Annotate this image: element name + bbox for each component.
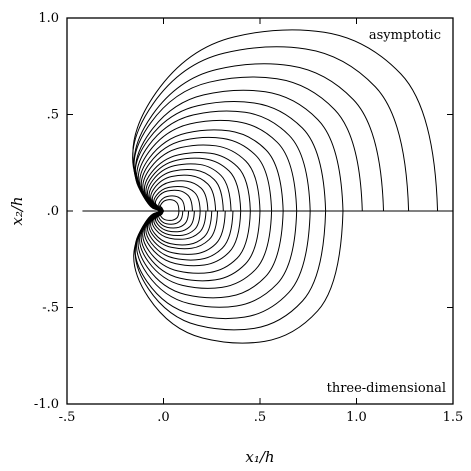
annotation-asymptotic: asymptotic: [369, 28, 441, 43]
asymptotic-contour-2: [158, 195, 186, 212]
asymptotic-contour-15: [136, 110, 311, 212]
x-tick-label-2: .5: [254, 410, 266, 425]
three-dimensional-contour-7: [150, 210, 213, 246]
three-dimensional-contour-18: [134, 210, 327, 331]
x-tick-label-1: .0: [157, 410, 169, 425]
asymptotic-contour-13: [139, 129, 284, 212]
x-tick-label-3: 1.0: [346, 410, 367, 425]
y-axis-label: x₂/h: [8, 196, 26, 225]
three-dimensional-contour-3: [156, 210, 190, 229]
asymptotic-contour-16: [134, 101, 327, 212]
asymptotic-contour-1: [159, 199, 180, 212]
asymptotic-contour-8: [146, 163, 232, 212]
asymptotic-contour-9: [145, 157, 242, 212]
y-tick-label-4: 1.0: [38, 11, 59, 26]
three-dimensional-contour-16: [136, 210, 298, 308]
asymptotic-contour-21: [132, 29, 439, 212]
contour-lines: [132, 29, 439, 344]
x-axis-label: x₁/h: [245, 448, 274, 466]
x-tick-label-4: 1.5: [443, 410, 464, 425]
y-tick-label-0: -1.0: [34, 397, 59, 412]
y-tick-label-1: -.5: [42, 301, 59, 316]
asymptotic-contour-19: [133, 63, 385, 212]
asymptotic-contour-14: [137, 119, 298, 212]
axis-ticks: [66, 17, 454, 405]
three-dimensional-contour-19: [133, 210, 344, 344]
asymptotic-contour-20: [132, 46, 410, 212]
y-tick-label-2: .0: [47, 204, 59, 219]
x-tick-label-0: -.5: [59, 410, 76, 425]
three-dimensional-contour-17: [134, 210, 311, 320]
annotation-three-dimensional: three-dimensional: [327, 381, 446, 396]
axis-tick-labels: -.5.0.5 1.0 1.5-1.0-.5.0.51.0: [34, 11, 463, 425]
asymptotic-contour-18: [133, 76, 363, 212]
y-tick-label-3: .5: [47, 108, 59, 123]
